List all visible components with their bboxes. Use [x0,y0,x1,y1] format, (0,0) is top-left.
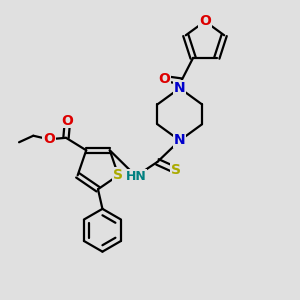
Text: S: S [171,163,181,177]
Text: HN: HN [126,170,146,183]
Text: O: O [158,72,170,86]
Text: N: N [174,134,185,148]
Text: O: O [199,14,211,28]
Text: N: N [174,81,185,95]
Text: O: O [61,114,74,128]
Text: O: O [43,132,55,146]
Text: S: S [113,168,123,182]
